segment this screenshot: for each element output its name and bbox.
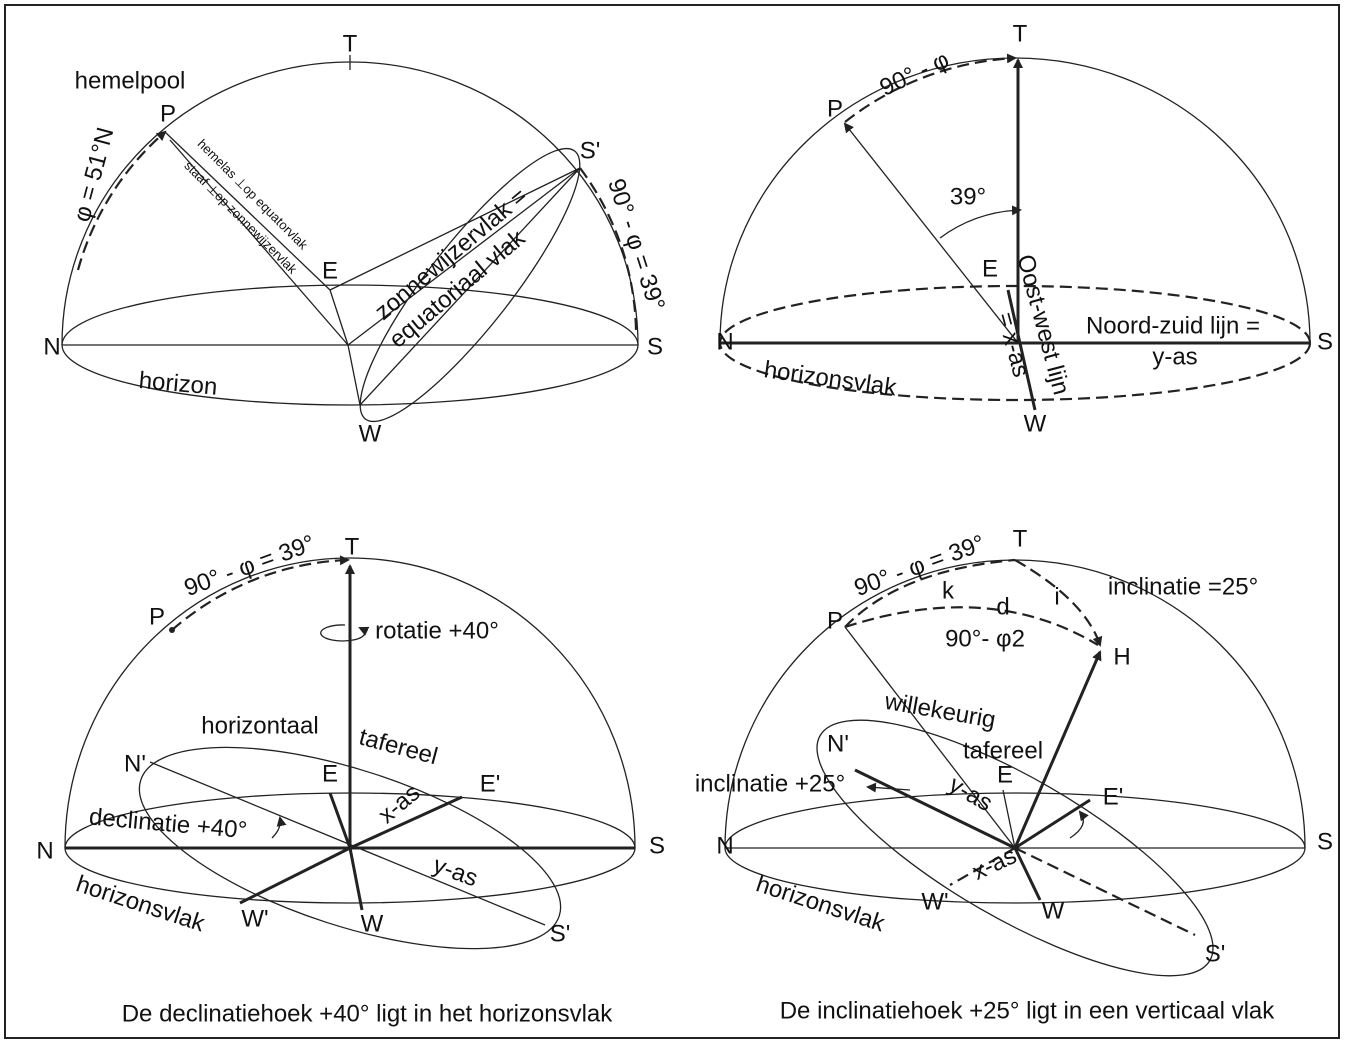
label: y-as <box>944 771 997 817</box>
label: S <box>649 832 665 859</box>
label: H <box>1113 643 1130 670</box>
label: hemelpool <box>75 67 186 94</box>
label: Noord-zuid lijn = <box>1086 312 1260 339</box>
label: W <box>359 420 382 447</box>
label: 90° - φ = 39° <box>602 175 670 313</box>
frame <box>5 5 1339 1038</box>
label: T <box>1013 525 1028 552</box>
label: x-as <box>373 779 425 829</box>
label: i <box>1054 583 1059 610</box>
label: E <box>997 761 1013 788</box>
caption: De inclinatiehoek +25° ligt in een verti… <box>780 997 1276 1024</box>
label: W <box>1042 897 1065 924</box>
label: 90° - φ = 39° <box>851 530 989 602</box>
label: horizonsvlak <box>753 870 889 937</box>
label: N <box>43 333 60 360</box>
label: S' <box>1205 940 1226 967</box>
label: 90° - φ = 39° <box>181 530 319 602</box>
label: W' <box>921 888 948 915</box>
label: horizon <box>138 367 219 401</box>
label: E' <box>1103 783 1124 810</box>
label: N <box>716 328 733 355</box>
label: P <box>160 100 176 127</box>
label: W <box>361 910 384 937</box>
label: horizontaal <box>201 712 318 739</box>
label: S <box>647 333 663 360</box>
label: W <box>1024 410 1047 437</box>
label: P <box>149 603 165 630</box>
label: inclinatie +25° <box>695 770 845 797</box>
label: T <box>345 533 360 560</box>
label: S <box>1317 328 1333 355</box>
label: rotatie +40° <box>375 617 499 644</box>
caption: De declinatiehoek +40° ligt in het horiz… <box>122 1000 614 1027</box>
label: E <box>322 760 338 787</box>
label: y-as <box>429 851 481 892</box>
label: tafereel <box>356 723 440 770</box>
label: d <box>996 593 1009 620</box>
label: 39° <box>950 183 986 210</box>
label: k <box>942 577 955 604</box>
label: horizonsvlak <box>762 356 899 401</box>
label: N' <box>124 750 146 777</box>
label: tafereel <box>963 737 1043 764</box>
label: 90°- φ2 <box>945 625 1025 652</box>
label: N' <box>827 730 849 757</box>
label: 90° - φ <box>876 46 954 101</box>
label: E' <box>480 770 501 797</box>
label: inclinatie =25° <box>1108 573 1258 600</box>
label: φ = 51°N <box>68 125 119 225</box>
label: W' <box>241 905 268 932</box>
label: T <box>343 30 358 57</box>
label: N <box>36 837 53 864</box>
label: P <box>827 95 843 122</box>
label: y-as <box>1152 343 1197 370</box>
label: N <box>716 832 733 859</box>
label: T <box>1013 20 1028 47</box>
label: S' <box>550 920 571 947</box>
label: E <box>322 257 338 284</box>
label: willekeurig <box>882 688 998 734</box>
page: {"panels": [ {"labels": ["T", "hemelpool… <box>0 0 1346 1045</box>
label: P <box>827 607 843 634</box>
label: S <box>1317 828 1333 855</box>
diagram: ThemelpoolPφ = 51°Nhemelas ⊥op equatorvl… <box>0 0 1346 1045</box>
label: S' <box>580 137 601 164</box>
label: horizonsvlak <box>73 870 209 937</box>
label: E <box>982 255 998 282</box>
